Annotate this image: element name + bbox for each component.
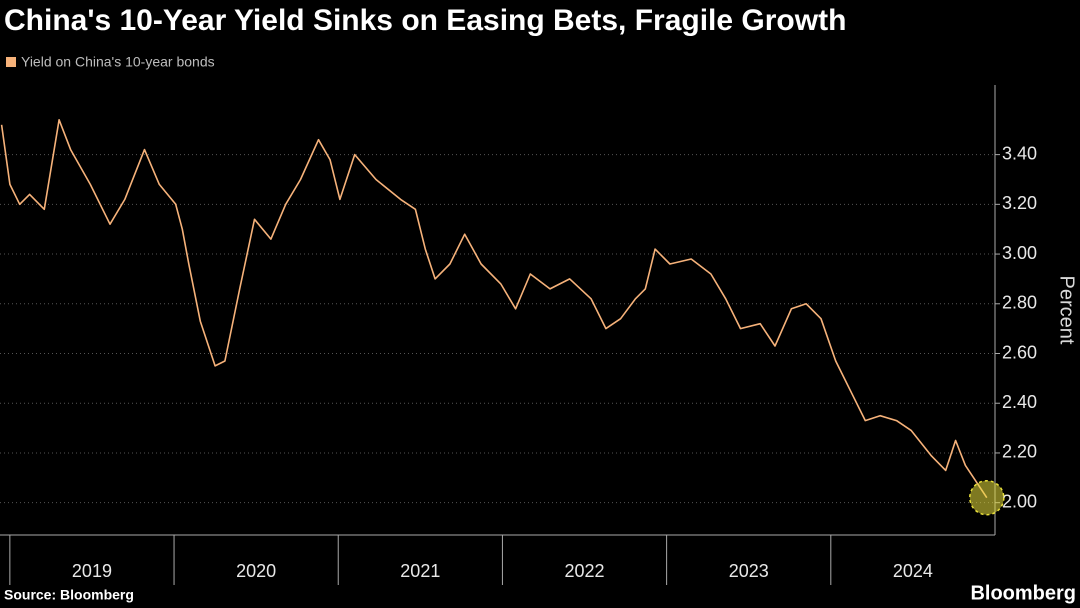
y-tick-label: 2.40 bbox=[1002, 392, 1037, 412]
y-tick-label: 3.40 bbox=[1002, 143, 1037, 163]
x-tick-label: 2022 bbox=[564, 561, 604, 581]
y-tick-label: 2.80 bbox=[1002, 293, 1037, 313]
source: Source: Bloomberg bbox=[4, 587, 134, 603]
brand: Bloomberg bbox=[970, 582, 1076, 604]
legend-swatch bbox=[6, 57, 16, 67]
x-tick-label: 2020 bbox=[236, 561, 276, 581]
y-axis-label: Percent bbox=[1056, 276, 1078, 345]
x-tick-label: 2021 bbox=[400, 561, 440, 581]
y-tick-label: 3.20 bbox=[1002, 193, 1037, 213]
series-line bbox=[0, 119, 988, 499]
y-tick-label: 2.60 bbox=[1002, 342, 1037, 362]
x-tick-label: 2019 bbox=[72, 561, 112, 581]
y-tick-label: 2.00 bbox=[1002, 491, 1037, 511]
y-tick-label: 2.20 bbox=[1002, 442, 1037, 462]
x-tick-label: 2023 bbox=[729, 561, 769, 581]
highlight-circle bbox=[969, 479, 1005, 516]
y-tick-label: 3.00 bbox=[1002, 243, 1037, 263]
x-tick-label: 2024 bbox=[893, 561, 933, 581]
chart-title: China's 10-Year Yield Sinks on Easing Be… bbox=[4, 4, 846, 37]
legend-label: Yield on China's 10-year bonds bbox=[21, 54, 215, 70]
